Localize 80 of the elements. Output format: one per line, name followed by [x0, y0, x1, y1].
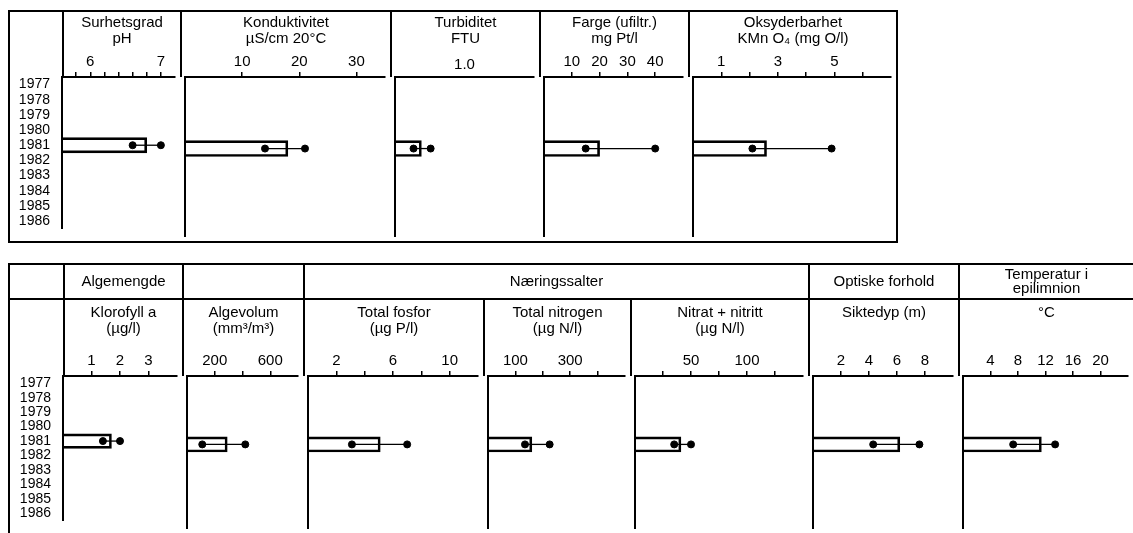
x-tick-label: 10 — [563, 52, 581, 70]
x-axis-title: (µg N/l) — [694, 319, 746, 336]
x-tick-label: 6 — [892, 351, 902, 369]
x-tick-label: 16 — [1064, 351, 1082, 369]
y-tick-label: 1986 — [19, 504, 52, 521]
x-tick-label: 20 — [290, 52, 308, 70]
y-tick-label: 1985 — [18, 196, 51, 213]
x-tick-label: 30 — [348, 52, 365, 70]
text: 1.0 — [453, 55, 476, 72]
x-tick-label: 20 — [1092, 351, 1109, 369]
y-tick-label: 1977 — [19, 374, 52, 391]
x-tick-label: 300 — [557, 351, 583, 369]
x-tick-label: 7 — [156, 52, 166, 70]
y-tick-label: 1986 — [18, 211, 51, 228]
x-tick-label: 3 — [773, 52, 783, 70]
x-tick-label: 20 — [591, 52, 608, 70]
x-tick-label: 2 — [332, 351, 341, 369]
y-tick-label: 1980 — [18, 120, 51, 137]
x-tick-label: 100 — [502, 351, 528, 369]
chart-title: Konduktivitet — [242, 13, 330, 30]
chart-title: Algevolum — [207, 303, 280, 320]
x-tick-label: 3 — [144, 351, 153, 369]
chart-title: Nitrat + nitritt — [676, 303, 764, 320]
x-tick-label: 6 — [86, 52, 95, 70]
y-tick-label: 1983 — [18, 166, 51, 183]
y-tick-label: 1979 — [18, 105, 51, 122]
x-tick-label: 40 — [646, 52, 664, 70]
text: Algemengde — [81, 271, 166, 289]
x-axis-title: pH — [112, 29, 132, 46]
x-axis-title: (µg N/l) — [531, 319, 583, 336]
y-tick-label: 1983 — [19, 460, 52, 477]
y-tick-label: 1977 — [18, 75, 51, 92]
y-tick-label: 1978 — [18, 90, 51, 107]
x-axis-title: mg Pt/l — [591, 29, 638, 46]
y-tick-label: 1981 — [18, 136, 51, 153]
x-tick-label: 30 — [619, 52, 636, 70]
x-tick-label: 6 — [388, 351, 398, 369]
y-tick-label: 1979 — [19, 403, 52, 420]
y-tick-label: 1978 — [19, 388, 52, 405]
x-axis-title: (µg/l) — [106, 319, 141, 336]
x-axis-title: KMn O₄ (mg O/l) — [736, 29, 850, 46]
x-tick-label: 8 — [920, 351, 930, 369]
chart-title: Oksyderbarhet — [742, 13, 844, 30]
chart-title: Total fosfor — [356, 303, 432, 320]
x-axis-title: µS/cm 20°C — [244, 29, 328, 46]
x-tick-label: 200 — [202, 351, 228, 369]
y-tick-label: 1980 — [19, 417, 52, 434]
x-tick-label: 600 — [257, 351, 283, 369]
chart-title: Total nitrogen — [511, 303, 604, 320]
x-tick-label: 8 — [1013, 351, 1023, 369]
text: Næringssalter — [509, 271, 604, 289]
y-tick-label: 1982 — [19, 446, 52, 463]
chart-title: Surhetsgrad — [80, 13, 164, 30]
chart-title: Farge (ufiltr.) — [571, 13, 658, 30]
x-tick-label: 1 — [87, 351, 96, 369]
x-tick-label: 2 — [115, 351, 125, 369]
x-tick-label: 1 — [717, 52, 726, 70]
x-tick-label: 4 — [864, 351, 874, 369]
x-tick-label: 10 — [233, 52, 251, 70]
x-tick-label: 100 — [734, 351, 760, 369]
chart-title: Siktedyp (m) — [840, 303, 928, 320]
y-tick-label: 1984 — [18, 181, 51, 198]
y-tick-label: 1982 — [18, 151, 51, 168]
x-tick-label: 4 — [986, 351, 995, 369]
x-axis-title: (mm³/m³) — [212, 319, 275, 336]
x-axis-title: °C — [1037, 303, 1056, 320]
x-axis-title: FTU — [449, 29, 482, 46]
y-tick-label: 1984 — [19, 475, 52, 492]
x-tick-label: 10 — [441, 351, 459, 369]
text: Optiske forhold — [833, 271, 935, 289]
y-tick-label: 1985 — [19, 489, 52, 506]
x-axis-title: (µg P/l) — [368, 319, 420, 336]
x-tick-label: 5 — [830, 52, 839, 70]
text: Turbiditet — [433, 13, 498, 30]
y-tick-label: 1981 — [19, 431, 52, 448]
x-tick-label: 50 — [682, 351, 700, 369]
x-tick-label: 2 — [836, 351, 846, 369]
chart-title: Klorofyll a — [89, 303, 158, 320]
text: Temperatur i epilimnion — [1003, 264, 1090, 296]
x-tick-label: 12 — [1037, 351, 1054, 369]
